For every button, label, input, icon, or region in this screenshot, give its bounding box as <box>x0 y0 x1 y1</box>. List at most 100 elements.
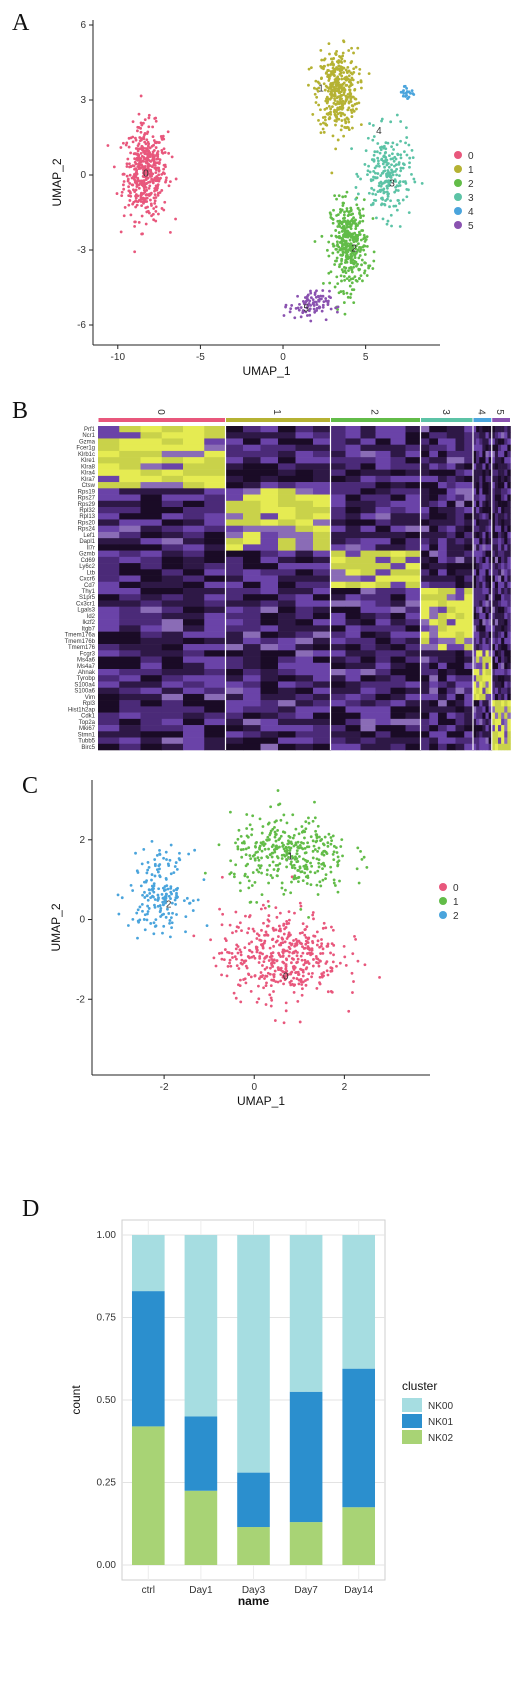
cluster-point <box>281 948 285 952</box>
heat-cell <box>507 681 511 688</box>
cluster-point <box>156 193 160 197</box>
heat-cell <box>278 475 296 483</box>
heat-cell <box>476 463 480 470</box>
cluster-point <box>320 309 324 313</box>
heat-cell <box>420 619 430 626</box>
heat-cell <box>420 469 430 477</box>
heat-cell <box>455 469 465 477</box>
heat-cell <box>482 469 486 477</box>
cluster-point <box>336 282 340 286</box>
heat-cell <box>485 662 489 670</box>
cluster-point <box>290 866 294 870</box>
cluster-point <box>327 240 331 244</box>
cluster-point <box>386 219 390 223</box>
cluster-point <box>343 125 347 129</box>
heat-cell <box>405 594 421 601</box>
cluster-point <box>340 87 344 90</box>
cluster-point <box>341 204 345 207</box>
heat-cell <box>360 625 376 632</box>
heat-cell <box>498 612 502 620</box>
cluster-point <box>262 921 265 925</box>
cluster-point <box>295 954 299 958</box>
heat-cell <box>476 588 480 595</box>
cluster-point <box>137 112 141 116</box>
cluster-point <box>155 854 159 857</box>
cluster-point <box>266 835 270 839</box>
heat-cell <box>464 538 474 545</box>
heat-cell <box>183 631 205 639</box>
gene-label: Thy1 <box>82 589 96 595</box>
heat-cell <box>225 681 244 688</box>
heat-cell <box>438 693 448 701</box>
cluster-point <box>302 841 305 845</box>
gene-label: S1pr5 <box>79 595 96 601</box>
cluster-point <box>377 159 380 163</box>
heat-cell <box>375 500 391 508</box>
heat-cell <box>420 544 430 551</box>
cluster-point <box>255 932 259 936</box>
heat-cell <box>330 444 346 452</box>
heat-cell <box>485 426 489 433</box>
heat-cell <box>330 581 346 589</box>
heat-cell <box>476 457 480 464</box>
cluster-point <box>403 150 406 154</box>
cluster-point <box>341 854 344 858</box>
heat-cell <box>119 588 141 595</box>
heat-cell <box>183 438 205 445</box>
cluster-point <box>372 188 376 192</box>
heat-cell <box>345 475 361 483</box>
cluster-point <box>163 151 167 154</box>
cluster-point <box>156 177 160 181</box>
heat-cell <box>204 438 226 445</box>
heat-cell <box>494 687 499 695</box>
heat-cell <box>473 650 477 657</box>
cluster-point <box>324 926 328 930</box>
heat-cell <box>345 631 361 639</box>
heat-cell <box>479 475 483 483</box>
heat-cell <box>464 681 474 688</box>
heat-cell <box>360 700 376 707</box>
heat-cell <box>225 706 244 713</box>
heat-cell <box>243 550 261 558</box>
heat-cell <box>204 712 226 720</box>
heat-cell <box>140 650 163 657</box>
heat-cell <box>405 500 421 508</box>
cluster-point <box>336 855 340 859</box>
cluster-point <box>334 123 337 127</box>
cluster-point <box>266 856 270 859</box>
heat-cell <box>420 463 430 470</box>
cluster-point <box>338 55 341 58</box>
heat-cell <box>183 693 205 701</box>
heat-cell <box>278 556 296 564</box>
gene-label: Rpl32 <box>79 508 95 514</box>
heat-cell <box>345 675 361 682</box>
heat-cell <box>420 594 430 601</box>
cluster-point <box>369 203 373 207</box>
gene-label: Rps20 <box>78 520 96 526</box>
cluster-point <box>335 256 339 260</box>
heat-cell <box>278 426 296 433</box>
cluster-point <box>342 40 346 44</box>
heat-cell <box>491 656 496 664</box>
heat-cell <box>225 550 244 558</box>
cluster-point <box>244 847 248 851</box>
heat-cell <box>479 513 483 520</box>
heat-cell <box>243 507 261 514</box>
heat-cell <box>420 718 430 726</box>
cluster-point <box>140 191 143 195</box>
heat-cell <box>504 500 508 508</box>
cluster-point <box>296 306 300 310</box>
cluster-point <box>140 214 144 218</box>
heat-cell <box>420 513 430 520</box>
heat-cell <box>494 550 499 558</box>
heat-cell <box>476 669 480 676</box>
heat-cell <box>473 687 477 695</box>
heat-cell <box>140 700 163 707</box>
heat-cell <box>313 718 331 726</box>
heat-cell <box>225 513 244 520</box>
cluster-point <box>158 158 162 162</box>
cluster-point <box>142 175 146 179</box>
cluster-point <box>309 66 313 70</box>
cluster-point <box>395 208 399 212</box>
column-bar <box>226 418 330 422</box>
